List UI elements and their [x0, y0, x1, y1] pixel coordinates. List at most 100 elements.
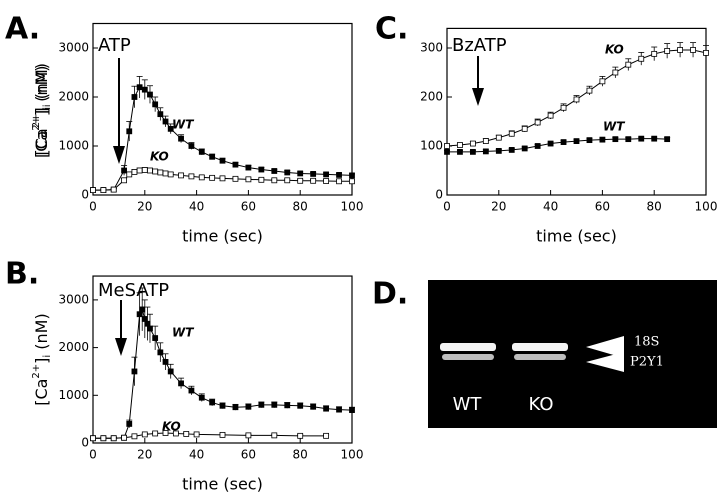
data-point — [560, 104, 567, 111]
data-point — [219, 175, 226, 182]
band-label: P2Y1 — [630, 355, 664, 370]
data-point — [232, 161, 239, 168]
data-point — [271, 432, 278, 439]
data-point — [482, 138, 489, 145]
data-point — [482, 148, 489, 155]
data-point — [534, 143, 541, 149]
data-point — [457, 148, 463, 155]
x-tick-label: 60 — [241, 448, 256, 462]
data-point — [209, 399, 216, 406]
data-point — [284, 177, 291, 184]
data-point — [126, 421, 133, 427]
data-point — [167, 171, 174, 178]
data-point — [90, 187, 96, 194]
data-point — [188, 173, 195, 180]
data-point — [495, 147, 502, 154]
data-point — [560, 139, 567, 145]
data-point — [271, 168, 278, 174]
series-label: KO — [150, 150, 169, 164]
y-tick-label: 200 — [420, 90, 443, 104]
data-point — [336, 172, 342, 178]
data-point — [141, 431, 148, 438]
series-line — [93, 432, 327, 439]
data-point — [638, 55, 645, 62]
data-point — [573, 96, 580, 103]
x-tick-label: 0 — [89, 200, 97, 214]
data-point — [126, 128, 133, 135]
y-axis-label: [Ca2+]i (nM) — [31, 63, 53, 156]
data-point — [219, 431, 226, 438]
data-point — [193, 431, 200, 438]
y-axis-label-part: [Ca — [32, 131, 51, 158]
data-point — [508, 130, 515, 137]
data-point — [457, 142, 463, 148]
data-point — [508, 147, 515, 153]
data-point — [297, 432, 304, 439]
data-point — [625, 61, 632, 68]
series-label: KO — [162, 420, 181, 434]
data-point — [147, 167, 153, 174]
y-axis-label-part: 2+ — [31, 114, 42, 129]
y-axis-label-part: i — [42, 355, 53, 358]
data-point — [323, 405, 330, 412]
x-tick-label: 80 — [293, 200, 308, 214]
series-line — [93, 86, 353, 191]
data-point — [219, 157, 226, 164]
y-tick-label: 300 — [420, 41, 443, 55]
data-point — [172, 430, 179, 437]
data-point — [147, 91, 153, 98]
x-axis-label: time (sec) — [182, 475, 263, 493]
data-point — [651, 50, 658, 57]
y-tick-label: 0 — [435, 188, 443, 202]
data-point — [198, 174, 205, 181]
series-label: WT — [172, 326, 194, 340]
data-point — [209, 174, 216, 181]
data-point — [284, 169, 291, 176]
data-point — [131, 433, 138, 440]
data-point — [121, 177, 127, 184]
data-point — [677, 47, 683, 53]
data-point — [141, 86, 148, 93]
data-point — [664, 48, 671, 54]
plot-frame — [92, 275, 353, 444]
data-point — [167, 368, 174, 375]
data-point — [599, 136, 606, 143]
data-point — [495, 134, 502, 141]
series-line — [447, 138, 668, 153]
data-point — [586, 137, 593, 144]
x-tick-label: 40 — [189, 200, 204, 214]
data-point — [198, 394, 205, 401]
lane-label: KO — [529, 394, 554, 415]
x-tick-label: 40 — [543, 200, 558, 214]
data-point — [323, 432, 330, 439]
chart-title: BzATP — [452, 35, 507, 56]
series-label: WT — [172, 118, 194, 132]
data-point — [258, 401, 265, 408]
data-point — [664, 136, 671, 143]
data-point — [547, 112, 554, 119]
x-axis-label: time (sec) — [536, 227, 617, 246]
y-axis-label: [Ca2+]i (nM) — [31, 313, 53, 406]
data-point — [183, 431, 190, 437]
data-point — [131, 368, 138, 375]
data-point — [157, 111, 164, 118]
panel-label: D. — [372, 277, 408, 312]
data-point — [131, 169, 138, 175]
data-point — [162, 430, 169, 436]
data-point — [110, 186, 117, 193]
band-label: 18S — [634, 335, 659, 350]
data-point — [297, 177, 304, 184]
data-point — [573, 138, 580, 145]
data-point — [178, 380, 184, 387]
data-point — [198, 148, 205, 155]
data-point — [284, 402, 291, 409]
data-point — [188, 387, 195, 394]
x-tick-label: 0 — [443, 200, 451, 214]
data-point — [147, 325, 153, 332]
data-point — [638, 135, 645, 142]
data-point — [139, 306, 146, 313]
data-point — [152, 168, 159, 175]
data-point — [521, 145, 528, 152]
x-tick-label: 60 — [241, 200, 256, 214]
